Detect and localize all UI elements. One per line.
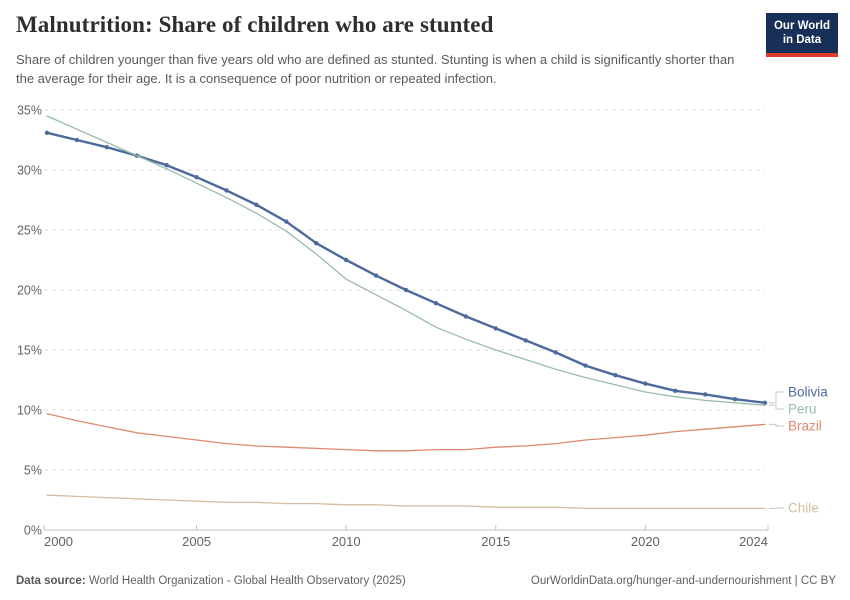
data-source-text: Data source: World Health Organization -…	[16, 575, 406, 587]
owid-link[interactable]: OurWorldinData.org/hunger-and-undernouri…	[530, 575, 836, 587]
legend-connector-brazil	[769, 423, 784, 427]
x-tick-label: 2010	[332, 534, 361, 549]
series-marker-bolivia	[104, 145, 110, 150]
legend-label-brazil[interactable]: Brazil	[788, 419, 822, 434]
series-marker-bolivia	[583, 363, 588, 368]
series-marker-bolivia	[553, 350, 558, 355]
y-tick-label: 35%	[17, 103, 42, 117]
x-tick-label: 2020	[631, 534, 660, 549]
y-tick-label: 20%	[17, 283, 42, 297]
series-marker-bolivia	[44, 130, 50, 135]
series-marker-bolivia	[284, 219, 289, 224]
y-tick-label: 0%	[24, 523, 42, 537]
x-tick-label: 2005	[182, 534, 211, 549]
footer: Data source: World Health Organization -…	[16, 575, 836, 587]
x-tick-label: 2024	[739, 534, 768, 549]
series-marker-bolivia	[314, 241, 319, 246]
legend-label-chile[interactable]: Chile	[788, 501, 819, 516]
y-tick-label: 25%	[17, 223, 42, 237]
data-source-value: World Health Organization - Global Healt…	[85, 575, 406, 587]
series-marker-bolivia	[702, 392, 708, 397]
series-line-peru	[46, 115, 766, 406]
owid-logo-line1: Our World	[773, 20, 830, 32]
series-marker-bolivia	[373, 273, 379, 278]
series-marker-bolivia	[643, 381, 648, 386]
series-marker-bolivia	[164, 163, 169, 168]
series-marker-bolivia	[74, 137, 80, 143]
data-source-label: Data source:	[16, 575, 86, 587]
series-marker-bolivia	[403, 287, 409, 293]
series-marker-bolivia	[673, 388, 678, 393]
y-tick-label: 15%	[17, 343, 42, 357]
series-marker-bolivia	[433, 301, 439, 306]
y-tick-label: 30%	[17, 163, 42, 177]
series-marker-bolivia	[194, 175, 199, 180]
series-marker-bolivia	[613, 373, 618, 378]
x-tick-label: 2015	[481, 534, 510, 549]
legend-label-peru[interactable]: Peru	[788, 402, 817, 417]
series-marker-bolivia	[224, 188, 229, 193]
series-marker-bolivia	[732, 397, 738, 402]
legend-label-bolivia[interactable]: Bolivia	[788, 385, 828, 400]
y-tick-label: 5%	[24, 463, 42, 477]
legend-connector-peru	[769, 404, 784, 410]
series-marker-bolivia	[343, 257, 349, 263]
chart-area: 0% 5% 10% 15% 20% 25% 30% 35% 2000 2005 2010 2015 20…	[0, 95, 850, 555]
series-marker-bolivia	[762, 400, 768, 405]
series-marker-bolivia	[254, 202, 259, 207]
y-tick-label: 10%	[17, 403, 42, 417]
x-tick-label: 2000	[44, 534, 73, 549]
legend-connector-bolivia	[769, 391, 784, 404]
series-marker-bolivia	[493, 326, 498, 331]
chart-subtitle: Share of children younger than five year…	[16, 52, 735, 86]
series-marker-bolivia	[463, 314, 469, 319]
series-marker-bolivia	[523, 338, 528, 343]
chart-svg: 0% 5% 10% 15% 20% 25% 30% 35% 2000 2005 2010 2015 20…	[17, 103, 828, 549]
chart-title: Malnutrition: Share of children who are …	[16, 12, 494, 37]
series-line-brazil	[46, 412, 766, 452]
series-line-chile	[46, 494, 766, 510]
series-line-bolivia	[45, 131, 767, 404]
owid-logo-line2: in Data	[782, 34, 822, 47]
owid-logo[interactable]: Our World in Data	[765, 13, 838, 57]
